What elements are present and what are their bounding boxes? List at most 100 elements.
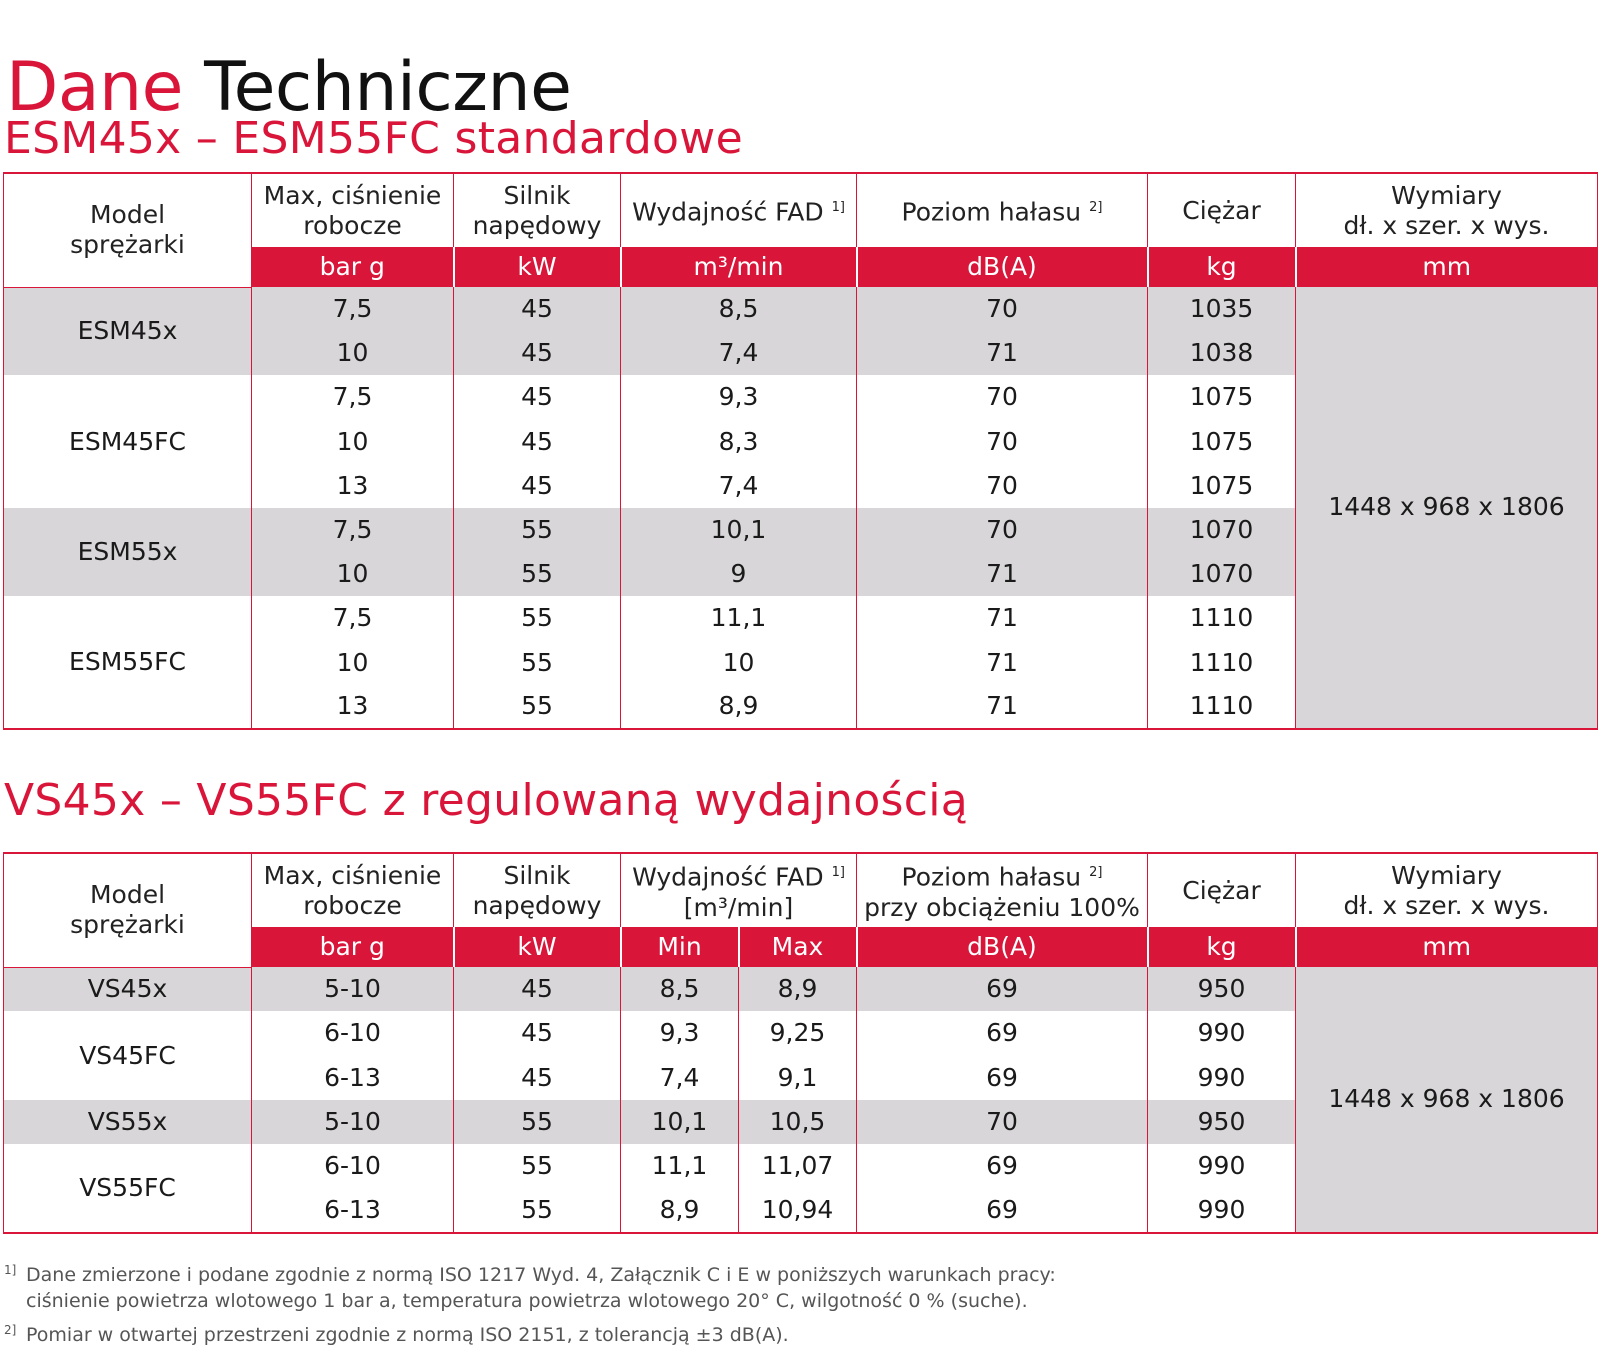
header-fad: Wydajność FAD 1] [m³/min]	[620, 852, 857, 927]
motor-cell: 55	[453, 552, 621, 597]
header-model: Model sprężarki	[3, 852, 252, 968]
page-title: Dane Techniczne	[6, 48, 572, 128]
noise-cell: 70	[856, 507, 1148, 553]
footnote-2: 2] Pomiar w otwartej przestrzeni zgodnie…	[4, 1322, 1056, 1348]
table-row: VS45x 5-10 45 8,5 8,9 69 950 1448 x 968 x 1806	[3, 967, 1598, 1234]
header-motor: Silnik napędowy	[453, 172, 621, 247]
footnote-ref: 2]	[1089, 200, 1103, 216]
footnote-text: Pomiar w otwartej przestrzeni zgodnie z …	[26, 1322, 789, 1348]
weight-cell: 990	[1147, 1144, 1296, 1189]
weight-cell: 1070	[1147, 507, 1296, 553]
noise-cell: 71	[856, 640, 1148, 685]
fad-cell: 8,5	[620, 287, 857, 332]
header-pressure-line2: robocze	[303, 890, 402, 920]
fad-cell: 11,1	[620, 596, 857, 641]
header-noise-label: Poziom hałasu	[901, 862, 1082, 892]
pressure-cell: 7,5	[251, 287, 454, 332]
table-row: ESM45FC 7,5 45 9,3 70 1075	[3, 375, 1598, 508]
min-cell: 8,9	[620, 1188, 739, 1234]
noise-cell: 69	[856, 967, 1148, 1012]
motor-cell: 45	[453, 1055, 621, 1100]
weight-cell: 990	[1147, 1055, 1296, 1100]
model-cell: VS45x	[3, 967, 252, 1012]
header-model-line2: sprężarki	[70, 230, 185, 260]
pressure-cell: 10	[251, 552, 454, 597]
weight-cell: 990	[1147, 1011, 1296, 1056]
header-dims-line2: dł. x szer. x wys.	[1343, 210, 1550, 240]
table-row: 10 55 9 71 1070	[4, 552, 1598, 597]
table-row: ESM55FC 7,5 55 11,1 71 1110	[3, 596, 1598, 730]
header-noise: Poziom hałasu 2] przy obciążeniu 100%	[856, 852, 1148, 927]
header-fad-label: Wydajność FAD	[632, 197, 824, 227]
spec-table-vs: Model sprężarki Max, ciśnienie robocze Sil…	[3, 852, 1598, 1234]
noise-cell: 71	[856, 684, 1148, 730]
header-noise: Poziom hałasu 2]	[856, 172, 1148, 247]
header-model: Model sprężarki	[3, 172, 252, 288]
table-row: 10 55 10 71 1110	[4, 640, 1598, 685]
pressure-cell: 7,5	[251, 596, 454, 641]
header-motor-line2: napędowy	[472, 210, 602, 240]
table-row: 6-13 55 8,9 10,94 69 990	[4, 1188, 1598, 1234]
noise-cell: 70	[856, 419, 1148, 464]
footnote-line: Dane zmierzone i podane zgodnie z normą …	[26, 1264, 1056, 1286]
pressure-cell: 10	[251, 640, 454, 685]
min-cell: 11,1	[620, 1144, 739, 1189]
motor-cell: 55	[453, 640, 621, 685]
pressure-cell: 6-13	[251, 1055, 454, 1100]
noise-cell: 69	[856, 1055, 1148, 1100]
model-cell: ESM55x	[3, 507, 252, 597]
model-cell: VS55x	[3, 1099, 252, 1145]
pressure-cell: 6-10	[251, 1144, 454, 1189]
max-cell: 10,94	[738, 1188, 857, 1234]
footnote-1: 1] Dane zmierzone i podane zgodnie z nor…	[4, 1262, 1056, 1314]
table-row: VS45FC 6-10 45 9,3 9,25 69 990	[3, 1011, 1598, 1100]
fad-cell: 7,4	[620, 331, 857, 376]
weight-cell: 1075	[1147, 419, 1296, 464]
footnote-mark: 2]	[4, 1323, 17, 1337]
header-pressure: Max, ciśnienie robocze	[251, 172, 454, 247]
weight-cell: 1075	[1147, 375, 1296, 420]
max-cell: 9,25	[738, 1011, 857, 1056]
header-dims: Wymiary dł. x szer. x wys.	[1295, 172, 1598, 247]
pressure-cell: 6-13	[251, 1188, 454, 1234]
weight-cell: 1075	[1147, 463, 1296, 508]
noise-cell: 70	[856, 287, 1148, 332]
dimensions-cell: 1448 x 968 x 1806	[1295, 967, 1598, 1234]
model-cell: ESM45FC	[3, 375, 252, 508]
fad-cell: 9,3	[620, 375, 857, 420]
table-row: 13 55 8,9 71 1110	[4, 684, 1598, 730]
model-cell: VS55FC	[3, 1144, 252, 1234]
footnote-mark: 1]	[4, 1263, 17, 1277]
header-model-line1: Model	[89, 200, 166, 230]
pressure-cell: 7,5	[251, 507, 454, 553]
motor-cell: 55	[453, 596, 621, 641]
noise-cell: 69	[856, 1011, 1148, 1056]
pressure-cell: 10	[251, 331, 454, 376]
table-row: ESM55x 7,5 55 10,1 70 1070	[3, 507, 1598, 597]
motor-cell: 45	[453, 287, 621, 332]
max-cell: 10,5	[738, 1099, 857, 1145]
header-model-line1: Model	[89, 880, 166, 910]
noise-cell: 69	[856, 1188, 1148, 1234]
section-title-esm: ESM45x – ESM55FC standardowe	[4, 113, 743, 164]
footnote-line: ciśnienie powietrza wlotowego 1 bar a, t…	[26, 1290, 1028, 1312]
header-dims-line1: Wymiary	[1391, 180, 1502, 210]
unit-motor: kW	[452, 927, 622, 967]
header-pressure: Max, ciśnienie robocze	[251, 852, 454, 927]
table-row: 6-13 45 7,4 9,1 69 990	[4, 1055, 1598, 1100]
pressure-cell: 5-10	[251, 1099, 454, 1145]
weight-cell: 1110	[1147, 640, 1296, 685]
header-weight: Ciężar	[1147, 172, 1296, 247]
table-row: VS55x 5-10 55 10,1 10,5 70 950	[3, 1099, 1598, 1145]
header-dims-line1: Wymiary	[1391, 860, 1502, 890]
unit-pressure: bar g	[251, 247, 455, 287]
header-model-line2: sprężarki	[70, 910, 185, 940]
motor-cell: 55	[453, 1144, 621, 1189]
motor-cell: 45	[453, 967, 621, 1012]
header-noise-label: Poziom hałasu	[901, 197, 1082, 227]
fad-cell: 10	[620, 640, 857, 685]
weight-cell: 950	[1147, 1099, 1296, 1145]
pressure-cell: 6-10	[251, 1011, 454, 1056]
weight-cell: 990	[1147, 1188, 1296, 1234]
header-pressure-line2: robocze	[303, 210, 402, 240]
